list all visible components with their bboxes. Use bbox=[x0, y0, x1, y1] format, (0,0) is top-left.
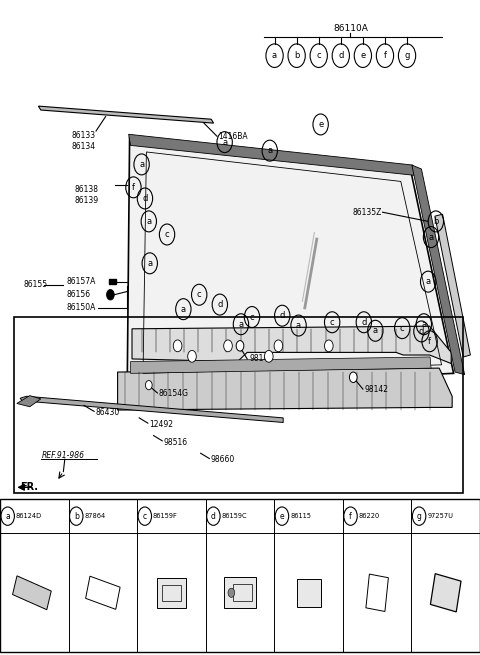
Polygon shape bbox=[38, 106, 214, 123]
Polygon shape bbox=[412, 165, 465, 375]
Text: c: c bbox=[197, 290, 202, 299]
Polygon shape bbox=[17, 396, 41, 407]
Text: 86135Z: 86135Z bbox=[353, 208, 382, 217]
Text: d: d bbox=[142, 194, 148, 203]
Circle shape bbox=[228, 588, 235, 597]
Circle shape bbox=[274, 340, 283, 352]
Bar bbox=[0, 499, 480, 652]
Text: REF.91-986: REF.91-986 bbox=[42, 451, 85, 460]
Text: 98142: 98142 bbox=[250, 354, 274, 364]
Text: a: a bbox=[429, 233, 433, 242]
Polygon shape bbox=[118, 368, 452, 410]
Text: g: g bbox=[404, 51, 410, 60]
Text: 86115: 86115 bbox=[290, 513, 311, 519]
Circle shape bbox=[188, 350, 196, 362]
Polygon shape bbox=[20, 396, 283, 422]
Text: 86430: 86430 bbox=[95, 408, 120, 417]
Circle shape bbox=[349, 372, 357, 383]
Text: 86155: 86155 bbox=[23, 280, 47, 290]
Circle shape bbox=[107, 290, 114, 300]
Text: 86138
86139: 86138 86139 bbox=[74, 185, 98, 205]
Text: 98516: 98516 bbox=[163, 438, 187, 447]
Text: c: c bbox=[316, 51, 321, 60]
Text: 1416BA: 1416BA bbox=[218, 132, 248, 141]
Text: a: a bbox=[426, 277, 431, 286]
Text: 97257U: 97257U bbox=[427, 513, 453, 519]
Text: 86159C: 86159C bbox=[222, 513, 247, 519]
Polygon shape bbox=[431, 574, 461, 612]
Polygon shape bbox=[157, 578, 186, 608]
Polygon shape bbox=[131, 357, 431, 373]
Text: b: b bbox=[433, 217, 439, 226]
Text: d: d bbox=[338, 51, 344, 60]
Text: c: c bbox=[400, 324, 405, 333]
Text: 87864: 87864 bbox=[84, 513, 106, 519]
Bar bbox=[109, 279, 116, 284]
Text: b: b bbox=[294, 51, 300, 60]
Text: a: a bbox=[272, 51, 277, 60]
Polygon shape bbox=[12, 576, 51, 610]
Polygon shape bbox=[85, 576, 120, 609]
Text: 86133
86134: 86133 86134 bbox=[72, 131, 96, 151]
Text: 86150A: 86150A bbox=[66, 303, 96, 312]
Text: 86154G: 86154G bbox=[158, 388, 188, 398]
Text: f: f bbox=[349, 512, 352, 521]
Polygon shape bbox=[225, 577, 255, 608]
Text: f: f bbox=[428, 337, 431, 346]
Text: d: d bbox=[279, 311, 285, 320]
Circle shape bbox=[145, 381, 152, 390]
Text: 86157A: 86157A bbox=[66, 277, 96, 286]
Text: a: a bbox=[222, 138, 227, 147]
Text: 86159F: 86159F bbox=[153, 513, 178, 519]
Text: e: e bbox=[360, 51, 365, 60]
Polygon shape bbox=[435, 214, 470, 357]
Text: 86124D: 86124D bbox=[16, 513, 42, 519]
Text: a: a bbox=[5, 512, 10, 521]
Polygon shape bbox=[132, 326, 451, 364]
Text: e: e bbox=[318, 120, 323, 129]
Text: a: a bbox=[373, 326, 378, 335]
Text: a: a bbox=[139, 160, 144, 169]
Text: e: e bbox=[280, 512, 284, 521]
Text: b: b bbox=[74, 512, 79, 521]
Bar bbox=[14, 317, 463, 493]
Text: a: a bbox=[147, 259, 152, 268]
Text: a: a bbox=[239, 320, 243, 329]
Text: d: d bbox=[361, 318, 367, 327]
Text: f: f bbox=[384, 51, 386, 60]
Polygon shape bbox=[297, 579, 321, 607]
Text: c: c bbox=[330, 318, 335, 327]
Polygon shape bbox=[127, 138, 454, 388]
Text: g: g bbox=[417, 512, 421, 521]
Text: 12492: 12492 bbox=[149, 420, 173, 429]
Text: d: d bbox=[211, 512, 216, 521]
Text: 98660: 98660 bbox=[210, 455, 235, 464]
Text: a: a bbox=[421, 320, 426, 329]
Text: a: a bbox=[296, 321, 301, 330]
Text: a: a bbox=[146, 217, 151, 226]
Text: 86110A: 86110A bbox=[333, 24, 368, 33]
Text: d: d bbox=[419, 327, 424, 336]
Text: 86156: 86156 bbox=[66, 290, 90, 299]
Text: a: a bbox=[267, 146, 272, 155]
Circle shape bbox=[264, 350, 273, 362]
Polygon shape bbox=[366, 574, 388, 612]
Circle shape bbox=[236, 341, 244, 351]
Circle shape bbox=[173, 340, 182, 352]
Text: FR.: FR. bbox=[20, 482, 38, 493]
Text: c: c bbox=[250, 312, 254, 322]
Polygon shape bbox=[129, 134, 417, 176]
Text: c: c bbox=[143, 512, 147, 521]
Text: a: a bbox=[181, 305, 186, 314]
Text: 98142: 98142 bbox=[365, 385, 389, 394]
Text: c: c bbox=[165, 230, 169, 239]
Circle shape bbox=[324, 340, 333, 352]
Text: d: d bbox=[217, 300, 223, 309]
Text: 86220: 86220 bbox=[359, 513, 380, 519]
Circle shape bbox=[224, 340, 232, 352]
Text: f: f bbox=[132, 183, 135, 192]
